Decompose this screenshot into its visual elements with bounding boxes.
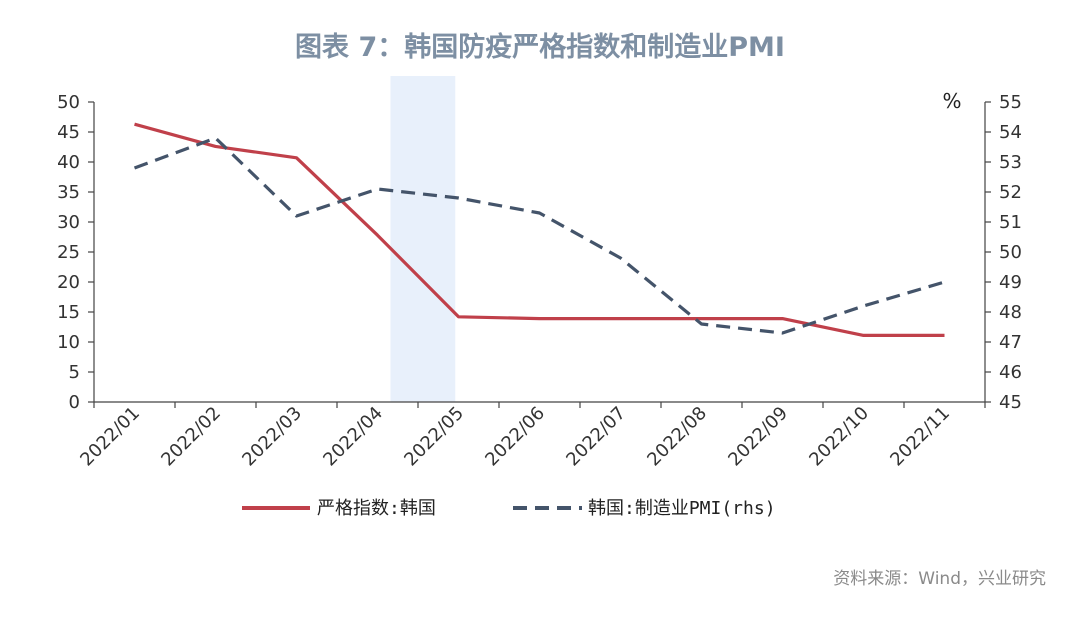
axes: 0 5 10 15 20 25 30 35 40 45 50 45 46 47 48 49 50 51 52 53 54… [57, 92, 1022, 470]
x-tick-label: 2022/10 [805, 403, 873, 471]
left-tick-label: 20 [57, 272, 80, 293]
right-tick-label: 52 [999, 182, 1022, 203]
right-tick-label: 50 [999, 242, 1022, 263]
series-lines [133, 122, 945, 337]
x-tick-label: 2022/07 [562, 403, 630, 471]
right-tick-label: 48 [999, 302, 1022, 323]
right-tick-label: 54 [999, 122, 1022, 143]
right-tick-label: 49 [999, 272, 1022, 293]
left-tick-label: 50 [57, 92, 80, 113]
x-tick-label: 2022/09 [724, 403, 792, 471]
right-tick-label: 51 [999, 212, 1022, 233]
x-tick-label: 2022/08 [643, 403, 711, 471]
chart-title: 图表 7：韩国防疫严格指数和制造业PMI [295, 31, 785, 63]
legend-label-series-2: 韩国:制造业PMI(rhs) [588, 498, 776, 519]
x-tick-label: 2022/03 [238, 403, 306, 471]
right-tick-label: 45 [999, 392, 1022, 413]
highlight-band-layer [390, 76, 456, 402]
right-tick-label: 47 [999, 332, 1022, 353]
left-tick-label: 15 [57, 302, 80, 323]
legend: 严格指数:韩国 韩国:制造业PMI(rhs) [242, 498, 776, 519]
legend-label-series-1: 严格指数:韩国 [317, 498, 436, 519]
highlight-band [390, 76, 456, 402]
series-line-1 [134, 122, 945, 337]
x-tick-label: 2022/05 [400, 403, 468, 471]
left-tick-label: 40 [57, 152, 80, 173]
right-tick-label: 46 [999, 362, 1022, 383]
left-tick-label: 35 [57, 182, 80, 203]
left-tick-label: 45 [57, 122, 80, 143]
right-tick-label: 53 [999, 152, 1022, 173]
left-tick-label: 25 [57, 242, 80, 263]
series-line-2 [133, 136, 945, 335]
x-tick-label: 2022/04 [319, 403, 387, 471]
right-tick-label: 55 [999, 92, 1022, 113]
x-tick-label: 2022/01 [76, 403, 144, 471]
left-tick-label: 0 [69, 392, 80, 413]
x-tick-label: 2022/11 [886, 403, 954, 471]
source-note: 资料来源：Wind，兴业研究 [833, 569, 1046, 589]
left-tick-label: 10 [57, 332, 80, 353]
left-tick-label: 5 [69, 362, 80, 383]
right-axis-unit: % [942, 89, 961, 113]
left-tick-label: 30 [57, 212, 80, 233]
x-tick-label: 2022/06 [481, 403, 549, 471]
x-tick-label: 2022/02 [157, 403, 225, 471]
